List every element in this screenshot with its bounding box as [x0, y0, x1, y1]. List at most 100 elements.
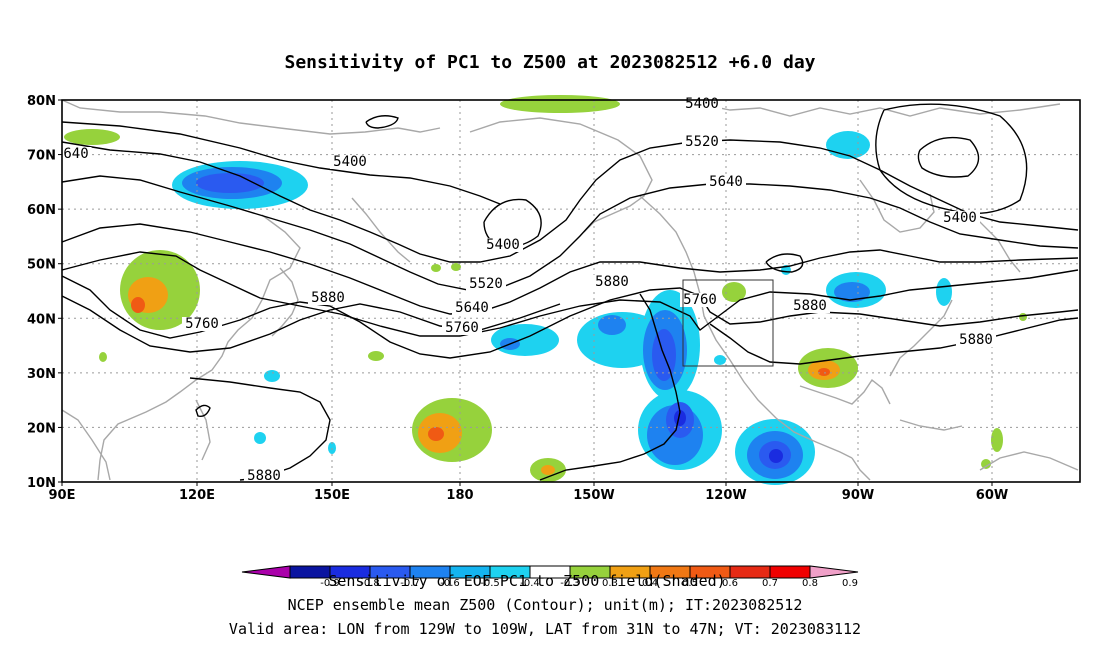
lon-label: 150W [573, 488, 614, 503]
lon-label: 120E [179, 488, 215, 503]
shade-patch [991, 428, 1003, 452]
shade-patch [196, 173, 264, 193]
contour-label: 5520 [685, 134, 719, 150]
contour-label: 5880 [959, 332, 993, 348]
colorbar-tick-label: 0.9 [842, 578, 858, 589]
coastline-north-america-west [639, 195, 853, 459]
contour-label-background [956, 333, 996, 347]
shade-patch [834, 282, 870, 302]
contour-label: 5880 [595, 274, 629, 290]
colorbar-tick-label: 0.7 [762, 578, 778, 589]
contour-label: 5400 [943, 210, 977, 226]
contour-line [61, 139, 1079, 263]
map-title: Sensitivity of PC1 to Z500 at 2023082512… [284, 52, 815, 73]
latitude-labels: 80N 70N 60N 50N 40N 30N 20N 10N [27, 94, 62, 491]
shade-patch [1019, 313, 1027, 321]
contour-label-background [466, 277, 506, 291]
shade-patch [99, 352, 107, 362]
coastlines [61, 99, 1079, 481]
shade-patch [714, 355, 726, 365]
colorbar: -0.9 -0.8 -0.7 -0.6 -0.5 -0.4 -0.3 0.3 0.4 0.5 0.6… [241, 565, 859, 589]
contour-label: 5400 [685, 96, 719, 112]
colorbar-tick-label: -0.4 [520, 578, 540, 589]
shade-patch [936, 278, 952, 306]
valid-area-box [682, 279, 774, 367]
contour-label: 5400 [333, 154, 367, 170]
lat-lon-grid [62, 100, 1080, 482]
colorbar-tick-label: -0.8 [360, 578, 380, 589]
colorbar-tick-label: -0.9 [320, 578, 340, 589]
contour-label: 5880 [793, 298, 827, 314]
contour-line [189, 377, 331, 481]
shade-patch [541, 465, 555, 475]
coastline-east-asia [97, 214, 301, 481]
lon-label: 180 [446, 488, 473, 503]
contour-line [875, 103, 1028, 215]
lat-label: 10N [27, 476, 56, 491]
coastline-gulf [799, 378, 891, 405]
lon-label: 120W [705, 488, 746, 503]
coastline-alaska [469, 117, 653, 233]
contour-label-background [442, 321, 482, 335]
lon-label: 90E [49, 488, 76, 503]
coastline-north-america-east [889, 299, 953, 377]
contour-line [365, 115, 399, 129]
shade-patch [491, 324, 559, 356]
contour-label: 640 [63, 146, 88, 162]
contour-line [917, 136, 980, 178]
footer-contour-caption: NCEP ensemble mean Z500 (Contour); unit(… [288, 596, 803, 614]
shade-patch [431, 264, 441, 272]
coastline-philippines [195, 399, 211, 461]
footer-shading-caption: Sensitivity of EOF PC1 to Z500 field(Sha… [328, 572, 725, 590]
contour-line [709, 317, 1079, 365]
contour-label: 5880 [311, 290, 345, 306]
coastline-china-south [61, 409, 111, 481]
coastline-kamchatka [351, 197, 411, 263]
colorbar-segment [289, 565, 331, 579]
colorbar-tick-label: 0.5 [682, 578, 698, 589]
lat-label: 80N [27, 94, 56, 109]
contour-label: 5760 [185, 316, 219, 332]
colorbar-max-triangle [809, 565, 859, 579]
colorbar-segment [769, 565, 811, 579]
coastline-japan [271, 267, 299, 337]
shade-patch [368, 351, 384, 361]
contour-line [61, 121, 501, 205]
contour-label-background [483, 238, 523, 252]
colorbar-tick-label: -0.3 [560, 578, 580, 589]
contour-line [195, 404, 211, 418]
contour-label: 5640 [455, 300, 489, 316]
colorbar-tick-label: 0.6 [722, 578, 738, 589]
contour-label: 5760 [683, 292, 717, 308]
shade-patch [674, 410, 686, 426]
lat-label: 30N [27, 367, 56, 382]
contour-line [61, 175, 1079, 291]
contour-label-background [60, 147, 92, 161]
lon-label: 150E [314, 488, 350, 503]
shade-patch [500, 95, 620, 113]
lat-label: 50N [27, 258, 56, 273]
contour-label-background [682, 135, 722, 149]
coastline-caribbean [899, 419, 963, 431]
footer-valid-area-caption: Valid area: LON from 129W to 109W, LAT f… [229, 620, 861, 638]
lat-label: 20N [27, 421, 56, 436]
contour-line [765, 253, 804, 273]
contour-label-background [592, 275, 632, 289]
lat-label: 70N [27, 149, 56, 164]
shade-patch [981, 459, 991, 469]
contour-label-background [452, 301, 492, 315]
coastline-mexico [851, 457, 871, 481]
contour-label-background [182, 317, 222, 331]
colorbar-tick-label: 0.4 [642, 578, 658, 589]
shade-patch [64, 129, 120, 145]
contour-label-group: 5400 5520 5640 5400 5400 5400 5520 5640 5760 5880… [60, 96, 996, 484]
shade-patch [722, 282, 746, 302]
contour-label-background [790, 299, 830, 313]
contour-label-background [244, 469, 284, 483]
contour-label: 5400 [486, 237, 520, 253]
shade-patch [451, 263, 461, 271]
shade-patch [818, 368, 830, 376]
colorbar-tick-label: -0.6 [440, 578, 460, 589]
contour-label-background [308, 291, 348, 305]
